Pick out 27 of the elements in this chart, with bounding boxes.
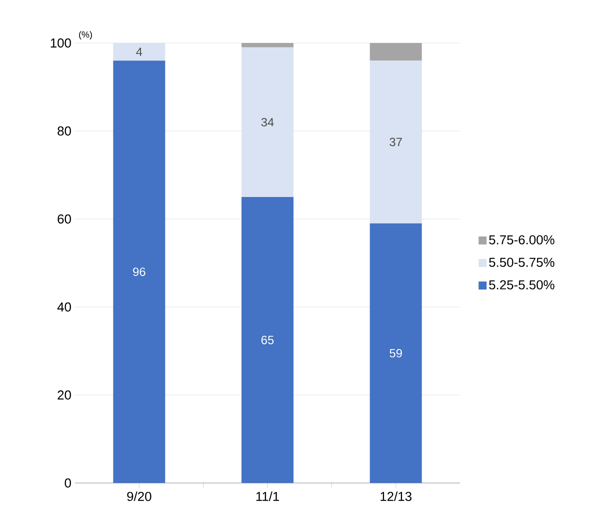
data-label: 59: [390, 348, 402, 358]
legend-label: 5.25-5.50%: [489, 280, 554, 290]
legend-label: 5.75-6.00%: [489, 235, 554, 244]
data-label: 34: [261, 118, 274, 126]
y-tick-label: 0: [64, 478, 71, 488]
bar: [370, 60, 422, 224]
data-label: 96: [133, 268, 146, 276]
bar: [113, 42, 166, 61]
bar: [242, 196, 294, 483]
data-label: 37: [390, 138, 402, 146]
y-tick-label: 60: [58, 214, 71, 224]
x-tick-label: 9/20: [127, 492, 152, 502]
y-tick-label: 40: [57, 302, 71, 312]
bar: [242, 42, 294, 48]
y-tick-label: 80: [58, 126, 71, 136]
y-tick-label: 100: [50, 38, 71, 48]
bar: [370, 42, 422, 61]
x-tick-label: 12/13: [380, 492, 412, 502]
y-axis-title: (%): [79, 31, 92, 40]
bar: [242, 47, 294, 197]
x-tick-label: 11/1: [256, 492, 279, 502]
bar: [113, 60, 166, 483]
legend-label: 5.50-5.75%: [489, 258, 554, 267]
data-label: 4: [136, 48, 142, 56]
y-tick-label: 20: [58, 390, 71, 400]
data-label: 65: [261, 336, 274, 344]
bar: [370, 223, 422, 483]
